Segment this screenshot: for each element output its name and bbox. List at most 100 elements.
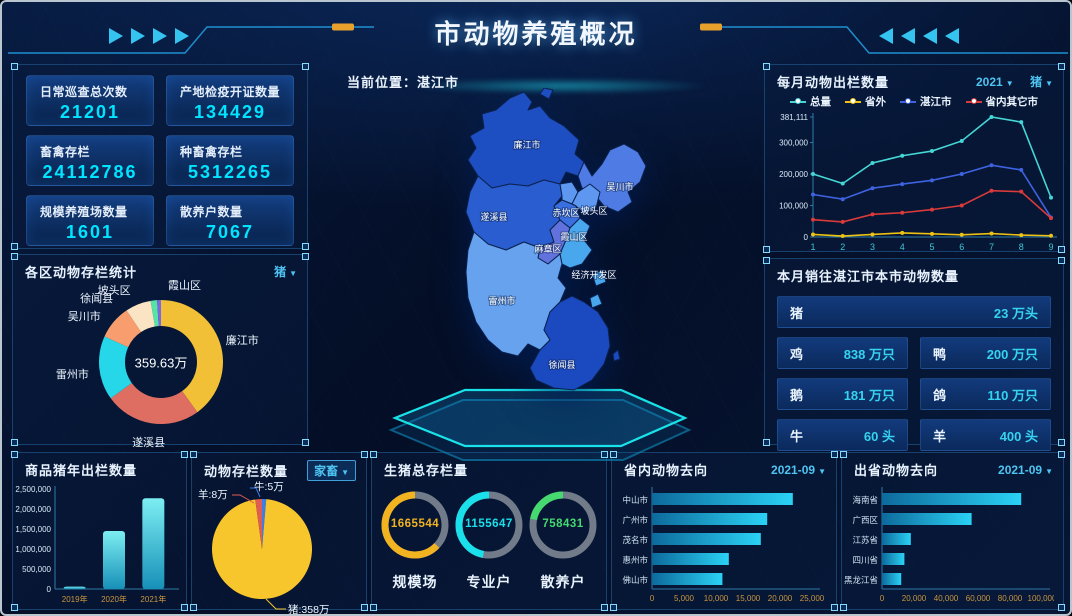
legend-item[interactable]: 省内其它市 xyxy=(965,94,1038,109)
map-top-glow xyxy=(410,78,710,94)
livestock-dropdown[interactable]: 家畜 xyxy=(307,460,356,481)
svg-text:2021年: 2021年 xyxy=(140,594,166,604)
map-region-kaifaqu-island2[interactable] xyxy=(589,293,603,309)
bar xyxy=(103,531,125,589)
stock-pie-panel: 动物存栏数量 家畜 牛:5万羊:8万猪:358万 xyxy=(190,451,368,614)
svg-text:1,500,000: 1,500,000 xyxy=(15,525,51,534)
svg-text:1,000,000: 1,000,000 xyxy=(15,545,51,554)
yearly-pigs-panel: 商品猪年出栏数量 0 500,000 1,000,000 1,500,000 2,000… xyxy=(11,451,188,610)
in-province-bar-chart[interactable]: 中山市 广州市 茂名市 惠州市 佛山市 0 5,000 10,000 15,000 20,000 2… xyxy=(612,481,836,612)
svg-text:茂名市: 茂名市 xyxy=(622,535,648,545)
pig-gauges[interactable]: 1665544 规模场 1155647 专业户 758431 散养户 xyxy=(372,481,606,592)
svg-text:坡头区: 坡头区 xyxy=(580,205,607,216)
pig-total-panel: 生猪总存栏量 1665544 规模场 1155647 专业户 758431 散养户 xyxy=(370,451,608,610)
svg-text:0: 0 xyxy=(880,594,885,603)
stat-card: 产地检疫开证数量 134429 xyxy=(166,75,294,126)
stat-card: 畜禽存栏 24112786 xyxy=(26,135,154,186)
svg-text:四川省: 四川省 xyxy=(852,555,878,565)
hbar xyxy=(652,533,761,545)
hbar xyxy=(882,573,902,585)
legend-item[interactable]: 湛江市 xyxy=(900,94,952,109)
bar xyxy=(142,498,165,589)
month-dropdown[interactable]: 2021-09 xyxy=(771,463,826,477)
sales-cell: 牛 60 头 xyxy=(777,419,908,451)
hbar xyxy=(882,513,972,525)
bar xyxy=(63,586,86,589)
stock-pie-chart[interactable]: 牛:5万 羊:8万 猪:358万 xyxy=(198,481,330,616)
donut-slice xyxy=(104,310,142,348)
yearly-bar-chart[interactable]: 0 500,000 1,000,000 1,500,000 2,000,000 2,500… xyxy=(13,481,186,614)
sales-cell: 猪 23 万头 xyxy=(777,296,1051,328)
sales-table: 猪 23 万头鸡 838 万只鸭 200 万只鹅 181 万只鸽 110 万只牛 60 头羊… xyxy=(765,296,1063,451)
sales-cell: 鸡 838 万只 xyxy=(777,337,908,369)
gauge: 1155647 专业户 xyxy=(453,489,525,592)
hbar xyxy=(652,573,723,585)
donut-slice xyxy=(161,300,223,413)
svg-text:吴川市: 吴川市 xyxy=(606,181,633,192)
svg-text:500,000: 500,000 xyxy=(22,565,51,574)
svg-text:20,000: 20,000 xyxy=(902,594,927,603)
svg-text:5,000: 5,000 xyxy=(674,594,695,603)
gauge: 1665544 规模场 xyxy=(379,489,451,592)
svg-text:100,000: 100,000 xyxy=(779,202,808,211)
panel-title: 各区动物存栏统计 xyxy=(25,265,138,280)
stat-card: 散养户数量 7067 xyxy=(166,195,294,246)
svg-text:1: 1 xyxy=(810,242,815,252)
donut-center-value: 359.63万 xyxy=(134,355,188,371)
svg-text:中山市: 中山市 xyxy=(622,495,648,505)
panel-title: 商品猪年出栏数量 xyxy=(25,463,138,478)
animal-dropdown[interactable]: 猪 xyxy=(274,263,297,280)
legend-item[interactable]: 省外 xyxy=(845,94,886,109)
donut-slice xyxy=(98,336,132,399)
monthly-line-chart[interactable]: 0 100,000 200,000 300,000 381,111 1 2 3 4 5 6 7 8 9 xyxy=(765,109,1063,260)
svg-text:麻章区: 麻章区 xyxy=(534,243,561,254)
map-region-xuwen-island[interactable] xyxy=(612,349,621,362)
svg-text:381,111: 381,111 xyxy=(780,113,808,122)
svg-text:80,000: 80,000 xyxy=(998,594,1023,603)
map-region-xuwen[interactable] xyxy=(529,295,611,391)
panel-title: 本月销往湛江市本市动物数量 xyxy=(777,269,960,284)
panel-title: 生猪总存栏量 xyxy=(384,463,469,478)
header-arrows-left xyxy=(109,28,189,44)
hbar xyxy=(882,533,911,545)
svg-text:廉江市: 廉江市 xyxy=(513,139,540,150)
donut-slice xyxy=(150,300,159,327)
sales-cell: 羊 400 头 xyxy=(920,419,1051,451)
pie-slice xyxy=(262,499,267,549)
legend-item[interactable]: 总量 xyxy=(790,94,831,109)
panel-title: 省内动物去向 xyxy=(624,463,709,478)
svg-text:5: 5 xyxy=(929,242,934,252)
animal-dropdown[interactable]: 猪 xyxy=(1030,75,1053,89)
svg-text:2020年: 2020年 xyxy=(101,594,127,604)
pie-slice xyxy=(255,499,262,549)
svg-text:广州市: 广州市 xyxy=(622,515,648,525)
month-dropdown[interactable]: 2021-09 xyxy=(998,463,1053,477)
hbar xyxy=(652,513,768,525)
hbar xyxy=(652,493,793,505)
year-dropdown[interactable]: 2021 xyxy=(976,75,1014,89)
svg-text:霞山区: 霞山区 xyxy=(560,232,587,242)
svg-text:0: 0 xyxy=(650,594,655,603)
svg-text:广西区: 广西区 xyxy=(852,515,878,525)
page-title: 市动物养殖概况 xyxy=(434,19,638,49)
svg-text:15,000: 15,000 xyxy=(736,594,761,603)
svg-text:200,000: 200,000 xyxy=(779,170,808,179)
district-donut-chart[interactable]: 廉江市 遂溪县 雷州市 吴川市 徐闻县 坡头区 霞山区 359.63万 xyxy=(55,280,259,449)
svg-text:6: 6 xyxy=(959,242,964,252)
out-province-bar-chart[interactable]: 海南省 广西区 江苏省 四川省 黑龙江省 0 20,000 40,000 60,000 80,00… xyxy=(842,481,1063,612)
current-location-label: 当前位置：湛江市 xyxy=(347,75,460,90)
svg-text:8: 8 xyxy=(1019,242,1024,252)
svg-text:20,000: 20,000 xyxy=(768,594,793,603)
svg-text:0: 0 xyxy=(804,233,809,242)
map-region-kaifaqu[interactable] xyxy=(559,217,593,269)
stat-cards: 日常巡查总次数 21201 产地检疫开证数量 134429 畜禽存栏 24112786 种畜… xyxy=(13,65,307,256)
map-region-kaifaqu-island1[interactable] xyxy=(591,269,607,287)
map-region-islet[interactable] xyxy=(539,88,554,100)
stat-card: 规模养殖场数量 1601 xyxy=(26,195,154,246)
panel-title: 动物存栏数量 xyxy=(204,464,289,479)
donut-slice xyxy=(126,300,155,333)
svg-text:遂溪县: 遂溪县 xyxy=(480,211,507,222)
